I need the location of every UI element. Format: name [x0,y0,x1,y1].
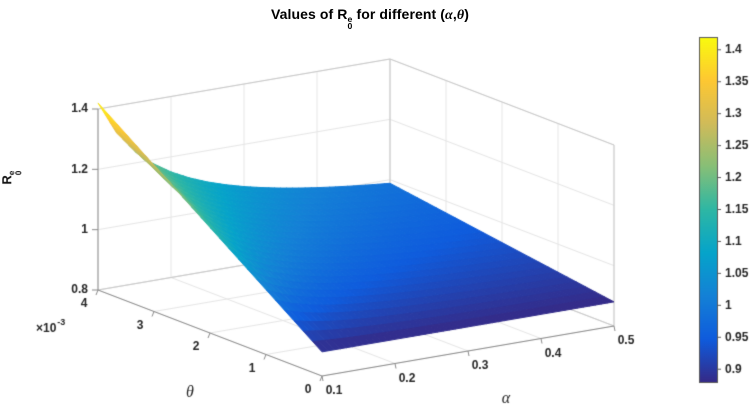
title-prefix: Values of R [270,6,348,22]
title-mid: for different ( [352,6,446,22]
title-comma: , [452,6,457,22]
title-superscript: e [347,14,353,25]
z-label-subscript: 0 [13,170,23,176]
title-subscript: 0 [347,21,353,32]
z-label-letter: R [0,175,15,185]
title-close: ) [464,6,470,22]
title-theta-symbol: θ [456,8,465,23]
title-alpha-symbol: α [445,8,453,23]
